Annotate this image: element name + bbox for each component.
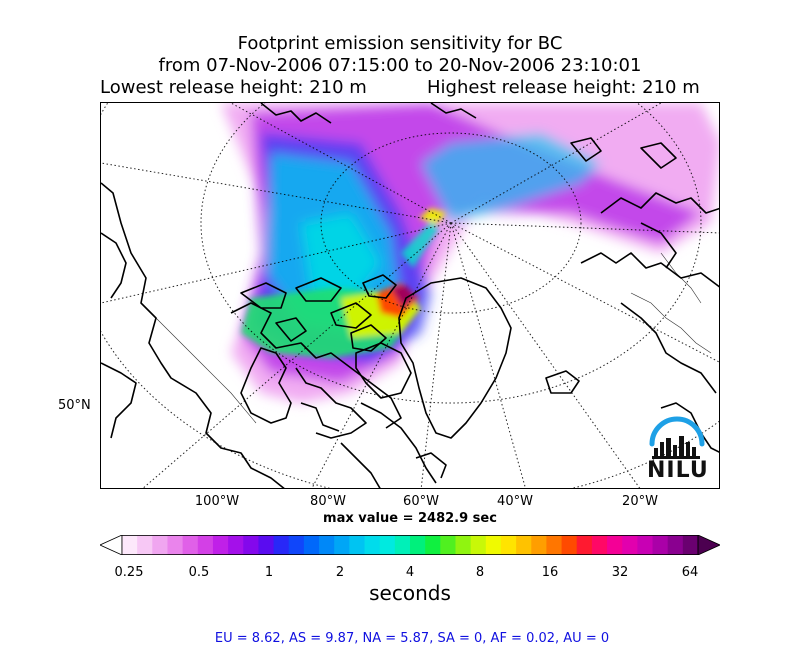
colorbar-swatch xyxy=(622,535,638,555)
country-borders xyxy=(140,252,712,424)
colorbar-tick: 16 xyxy=(541,565,559,580)
colorbar-swatch xyxy=(531,535,547,555)
colorbar-swatch xyxy=(243,535,259,555)
nilu-logo-icon xyxy=(649,416,705,459)
colorbar-swatch xyxy=(303,535,320,555)
lat-label-50n: 50°N xyxy=(58,398,91,413)
colorbar-tick: 64 xyxy=(681,565,699,580)
colorbar-swatch xyxy=(410,535,426,555)
coastlines xyxy=(101,103,719,488)
colorbar-swatch xyxy=(637,535,654,555)
colorbar-swatch xyxy=(334,535,350,555)
colorbar-over-arrow xyxy=(697,535,720,555)
colorbar-swatch xyxy=(485,535,502,555)
map-period: from 07-Nov-2006 07:15:00 to 20-Nov-2006… xyxy=(158,55,642,76)
colorbar-swatch xyxy=(228,535,244,555)
colorbar-swatch xyxy=(288,535,305,555)
colorbar-swatch xyxy=(167,535,184,555)
sensitivity-field xyxy=(221,103,719,403)
colorbar-swatch xyxy=(364,535,381,555)
colorbar-swatch xyxy=(500,535,517,555)
nilu-logo-text: NILU xyxy=(647,458,709,483)
colorbar-under-arrow xyxy=(100,535,123,555)
colorbar-swatch xyxy=(379,535,396,555)
colorbar-swatch xyxy=(576,535,593,555)
map-title: Footprint emission sensitivity for BC xyxy=(237,33,563,54)
lon-label-60w: 60°W xyxy=(403,494,439,509)
colorbar-swatch xyxy=(470,535,487,555)
colorbar-tick: 8 xyxy=(475,565,485,580)
max-value: max value = 2482.9 sec xyxy=(323,511,497,526)
colorbar-swatch xyxy=(455,535,472,555)
regional-contributions: EU = 8.62, AS = 9.87, NA = 5.87, SA = 0,… xyxy=(214,631,610,646)
colorbar-swatch xyxy=(667,535,684,555)
colorbar-tick: 1 xyxy=(264,565,274,580)
colorbar-tick: 4 xyxy=(405,565,415,580)
colorbar xyxy=(100,535,720,555)
lon-label-40w: 40°W xyxy=(497,494,533,509)
lowest-release-height: Lowest release height: 210 m xyxy=(100,77,367,98)
lon-label-100w: 100°W xyxy=(194,494,240,509)
colorbar-swatch xyxy=(273,535,290,555)
high-sensitivity-core xyxy=(241,208,446,358)
colorbar-tick: 2 xyxy=(335,565,345,580)
colorbar-swatch xyxy=(591,535,608,555)
colorbar-frame xyxy=(121,535,699,555)
colorbar-label: seconds xyxy=(369,581,451,605)
colorbar-swatch xyxy=(137,535,153,555)
colorbar-swatch xyxy=(122,535,138,555)
colorbar-swatch xyxy=(258,535,275,555)
colorbar-swatch xyxy=(652,535,669,555)
colorbar-swatch xyxy=(394,535,411,555)
colorbar-swatch xyxy=(349,535,366,555)
colorbar-swatch xyxy=(182,535,199,555)
colorbar-swatch xyxy=(152,535,168,555)
highest-release-height: Highest release height: 210 m xyxy=(427,77,700,98)
lon-label-80w: 80°W xyxy=(310,494,346,509)
footprint-map xyxy=(100,102,720,489)
colorbar-tick: 0.25 xyxy=(114,565,144,580)
colorbar-swatch xyxy=(607,535,623,555)
colorbar-swatch xyxy=(197,535,214,555)
colorbar-tick: 0.5 xyxy=(188,565,210,580)
colorbar-swatch xyxy=(425,535,441,555)
colorbar-swatch xyxy=(516,535,532,555)
colorbar-swatch xyxy=(212,535,229,555)
graticule xyxy=(101,103,719,488)
colorbar-swatch xyxy=(561,535,578,555)
colorbar-swatch xyxy=(319,535,335,555)
colorbar-swatch xyxy=(546,535,563,555)
colorbar-swatch xyxy=(682,535,699,555)
colorbar-swatch xyxy=(440,535,456,555)
lon-label-20w: 20°W xyxy=(622,494,658,509)
colorbar-tick: 32 xyxy=(611,565,629,580)
